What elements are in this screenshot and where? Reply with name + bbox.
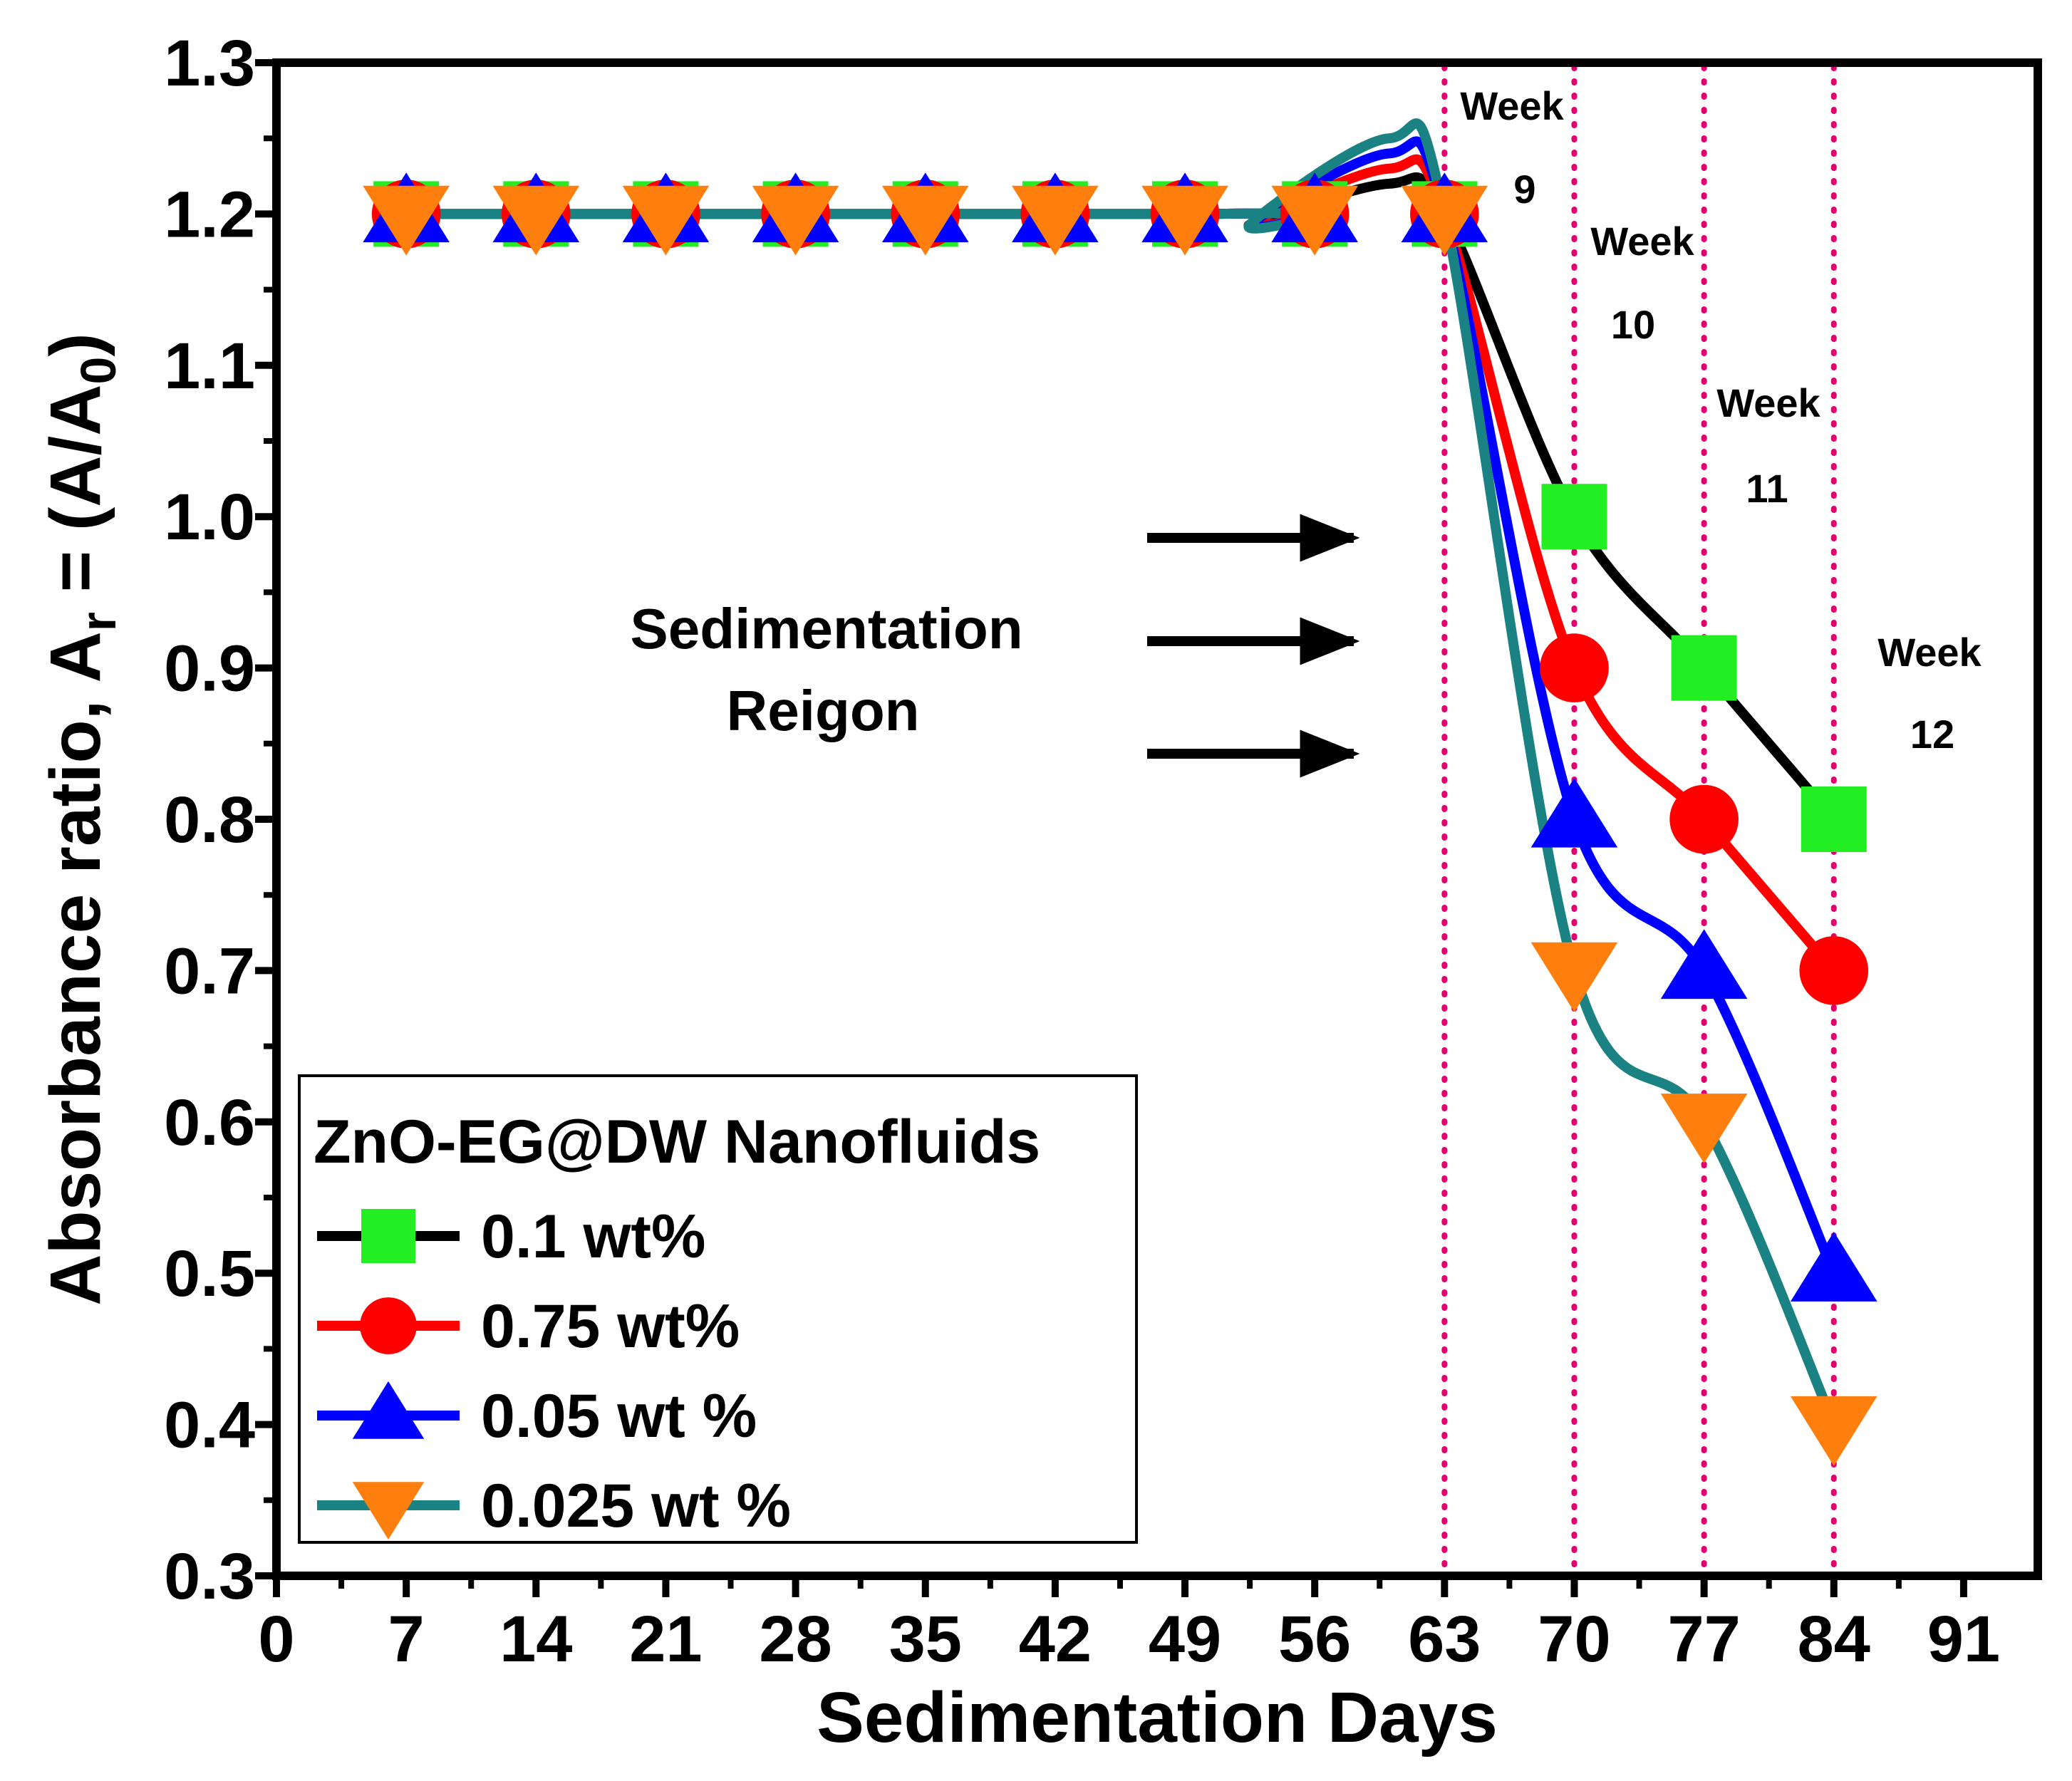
region-label-line1: Sedimentation xyxy=(630,597,1022,660)
triangle-down-marker xyxy=(622,185,710,256)
x-tick-label: 42 xyxy=(1019,1603,1092,1676)
triangle-up-marker xyxy=(1660,929,1748,999)
legend-entry: 0.05 wt % xyxy=(317,1381,757,1450)
y-tick-label: 0.9 xyxy=(164,633,255,705)
legend-label: 0.1 wt% xyxy=(481,1203,705,1271)
y-axis-title-close: ) xyxy=(36,333,115,356)
series-markers xyxy=(363,185,1877,1466)
x-tick-label: 28 xyxy=(759,1603,832,1676)
triangle-down-marker xyxy=(492,185,580,256)
legend-label: 0.75 wt% xyxy=(481,1292,740,1361)
legend-entry: 0.025 wt % xyxy=(317,1472,791,1540)
y-tick-label: 0.6 xyxy=(164,1086,255,1159)
axis-ticks xyxy=(255,59,1967,1597)
week-12-label: Week xyxy=(1877,630,1982,675)
triangle-up-marker xyxy=(1790,1232,1877,1302)
circle-marker xyxy=(1669,784,1739,854)
week-guide-lines xyxy=(1441,64,1837,1574)
series-markers xyxy=(373,181,1867,852)
x-tick-label: 84 xyxy=(1798,1603,1870,1676)
y-tick-label: 1.3 xyxy=(164,27,255,100)
sedimentation-region-annotation: Sedimentation Reigon xyxy=(630,514,1360,778)
legend-label: 0.05 wt % xyxy=(481,1382,757,1450)
legend-entries: 0.1 wt% 0.75 wt% 0.05 wt % 0.025 wt % xyxy=(317,1203,791,1540)
legend-entry: 0.1 wt% xyxy=(317,1203,705,1271)
square-marker xyxy=(1801,786,1867,852)
square-marker xyxy=(361,1209,415,1263)
x-tick-label: 63 xyxy=(1408,1603,1481,1676)
circle-marker xyxy=(1799,936,1869,1005)
series-line xyxy=(406,118,1839,1427)
y-tick-label: 1.0 xyxy=(164,481,255,554)
week-11-label: Week xyxy=(1716,380,1820,425)
y-tick-label: 1.2 xyxy=(164,178,255,251)
x-tick-label: 14 xyxy=(499,1603,572,1676)
x-axis-title: Sedimentation Days xyxy=(817,1678,1498,1757)
series-curve-group xyxy=(406,118,1839,1427)
series-layer xyxy=(363,118,1877,1466)
week-10-number: 10 xyxy=(1611,302,1655,347)
tick-labels: 0 7 14 21 28 35 42 49 56 63 70 77 84 91 0.3 0.4 0.5 0.6 0.… xyxy=(164,27,2000,1676)
triangle-down-marker xyxy=(1141,185,1228,256)
series-curve-group xyxy=(406,172,1838,823)
y-axis-title-sub-0: 0 xyxy=(71,357,126,385)
square-marker xyxy=(1541,484,1607,550)
week-9-label: Week xyxy=(1460,83,1564,128)
x-tick-label: 70 xyxy=(1538,1603,1610,1676)
y-axis-title-main: Absorbance ratio, A xyxy=(36,631,115,1305)
x-tick-label: 56 xyxy=(1278,1603,1351,1676)
triangle-up-marker xyxy=(1530,777,1618,848)
triangle-up-marker xyxy=(352,1381,425,1439)
triangle-down-marker xyxy=(1660,1094,1748,1163)
week-annotations: Week 9 Week 10 Week 11 Week 12 xyxy=(1460,83,1982,757)
series-line xyxy=(406,154,1838,974)
series-line xyxy=(406,172,1838,823)
y-axis-title: Absorbance ratio, Ar = (A/A0) xyxy=(36,333,126,1305)
series-curve-group xyxy=(406,154,1838,974)
y-tick-label: 0.5 xyxy=(164,1237,255,1310)
x-tick-label: 77 xyxy=(1667,1603,1740,1676)
week-12-number: 12 xyxy=(1910,712,1954,757)
legend-entry: 0.75 wt% xyxy=(317,1292,740,1361)
x-tick-label: 91 xyxy=(1927,1603,2000,1676)
triangle-down-marker xyxy=(1401,185,1488,256)
triangle-down-marker xyxy=(1790,1396,1877,1466)
week-9-number: 9 xyxy=(1513,167,1535,212)
triangle-down-marker xyxy=(363,185,450,256)
triangle-down-marker xyxy=(881,185,969,256)
region-label-line2: Reigon xyxy=(726,679,919,742)
y-tick-label: 1.1 xyxy=(164,330,255,403)
circle-marker xyxy=(360,1297,417,1354)
y-tick-label: 0.7 xyxy=(164,935,255,1007)
square-marker xyxy=(1671,635,1737,701)
triangle-down-marker xyxy=(1271,185,1359,256)
legend: ZnO-EG@DW Nanofluids 0.1 wt% 0.75 wt% 0.05… xyxy=(298,1074,1138,1544)
legend-label: 0.025 wt % xyxy=(481,1472,791,1540)
legend-title: ZnO-EG@DW Nanofluids xyxy=(314,1108,1040,1176)
triangle-down-marker xyxy=(1012,185,1099,256)
y-tick-label: 0.8 xyxy=(164,784,255,856)
x-tick-label: 35 xyxy=(889,1603,962,1676)
x-tick-label: 7 xyxy=(388,1603,425,1676)
x-tick-label: 0 xyxy=(258,1603,294,1676)
x-tick-label: 21 xyxy=(629,1603,702,1676)
week-10-label: Week xyxy=(1590,219,1694,264)
x-tick-label: 49 xyxy=(1149,1603,1221,1676)
week-11-number: 11 xyxy=(1746,466,1788,511)
triangle-down-marker xyxy=(752,185,839,256)
circle-marker xyxy=(1540,633,1609,702)
legend-box xyxy=(298,1074,1138,1544)
y-tick-label: 0.3 xyxy=(164,1540,255,1613)
triangle-down-marker xyxy=(352,1482,425,1540)
y-axis-title-sub-r: r xyxy=(71,612,126,631)
y-axis-title-eq: = (A/A xyxy=(36,385,115,612)
triangle-down-marker xyxy=(1530,942,1618,1012)
y-tick-label: 0.4 xyxy=(164,1389,255,1462)
